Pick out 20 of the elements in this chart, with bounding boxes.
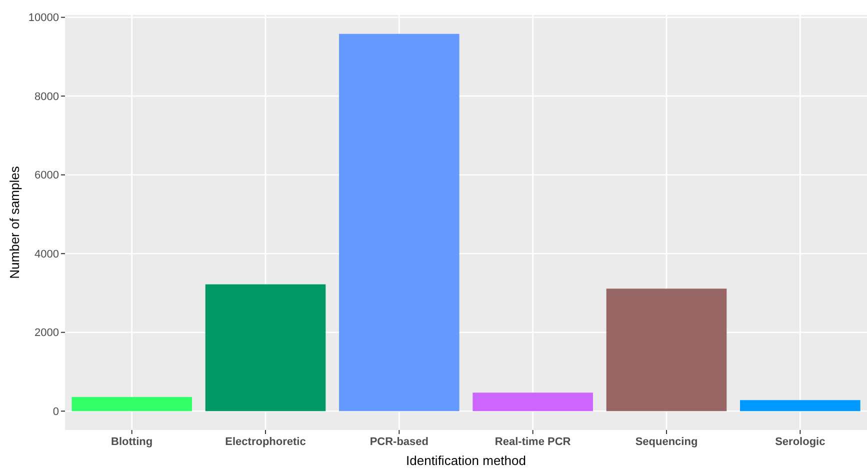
bar	[472, 392, 593, 412]
y-tick-label: 0	[52, 406, 59, 418]
bar	[205, 284, 326, 412]
x-tick-label: PCR-based	[370, 436, 429, 448]
bar	[740, 400, 860, 412]
y-tick-label: 10000	[28, 12, 59, 24]
y-tick-label: 8000	[34, 90, 59, 103]
x-tick-label: Electrophoretic	[225, 436, 306, 448]
y-tick-label: 4000	[34, 248, 59, 260]
x-tick-label: Sequencing	[635, 436, 698, 448]
x-axis-title: Identification method	[406, 453, 526, 468]
x-tick-label: Blotting	[111, 436, 153, 448]
y-axis-title: Number of samples	[7, 166, 22, 279]
bar	[339, 34, 460, 412]
bar	[72, 396, 192, 412]
x-tick-label: Serologic	[775, 436, 826, 448]
y-tick-label: 6000	[34, 170, 59, 182]
bar	[606, 288, 727, 412]
x-tick-label: Real-time PCR	[494, 436, 571, 448]
y-tick-label: 2000	[34, 327, 59, 340]
